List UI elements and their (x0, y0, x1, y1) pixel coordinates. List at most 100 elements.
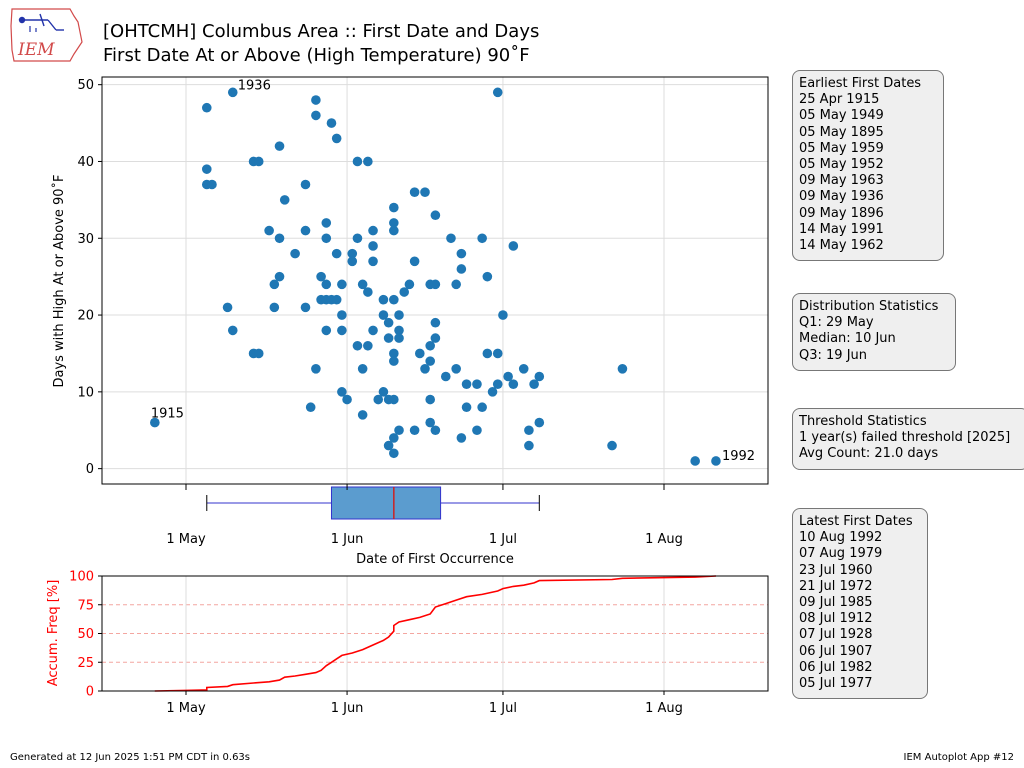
threshold-item: Avg Count: 21.0 days (799, 446, 939, 462)
scatter-point (389, 356, 399, 366)
scatter-point (446, 233, 456, 244)
latest-item: 06 Jul 1982 (799, 659, 873, 675)
cdf-y-tick-label: 50 (77, 627, 94, 642)
scatter-point (321, 279, 332, 290)
distribution-stats-box: Distribution Statistics Q1: 29 May Median… (792, 293, 956, 371)
scatter-point (487, 387, 498, 397)
scatter-point (425, 394, 435, 405)
boxplot-x-tick-label: 1 Jul (489, 532, 517, 547)
earliest-dates-list: 25 Apr 1915 05 May 1949 05 May 1895 05 May … (799, 92, 937, 254)
logo-text: IEM (17, 40, 55, 60)
earliest-item: 14 May 1962 (799, 238, 884, 254)
scatter-point (347, 248, 358, 259)
scatter-point (508, 379, 519, 389)
scatter-point (389, 218, 399, 228)
scatter-point (253, 156, 264, 167)
scatter-point (227, 87, 238, 98)
scatter-y-tick-label: 40 (77, 155, 94, 170)
scatter-point (337, 325, 347, 336)
scatter-point (274, 271, 285, 282)
cdf-y-tick-label: 0 (86, 685, 94, 700)
iem-logo: IEM (10, 8, 83, 62)
distribution-stats-title: Distribution Statistics (799, 299, 939, 314)
scatter-point (456, 248, 467, 259)
scatter-point (607, 440, 617, 451)
scatter-point (524, 440, 534, 451)
latest-item: 07 Aug 1979 (799, 546, 883, 562)
scatter-point (456, 264, 467, 274)
scatter-point (207, 179, 217, 190)
scatter-y-axis-label: Days with High At or Above 90˚F (51, 174, 67, 387)
scatter-point (404, 279, 415, 290)
scatter-point (363, 156, 373, 167)
distribution-item: Q1: 29 May (799, 315, 874, 331)
scatter-point (368, 256, 378, 267)
scatter-point (150, 417, 160, 428)
latest-item: 09 Jul 1985 (799, 595, 873, 611)
earliest-item: 05 May 1959 (799, 140, 884, 156)
scatter-point (690, 456, 700, 466)
scatter-point (378, 310, 389, 320)
cdf-y-tick-label: 75 (77, 598, 94, 613)
scatter-point (461, 379, 472, 389)
scatter-point (357, 364, 368, 374)
latest-item: 08 Jul 1912 (799, 611, 873, 627)
scatter-point (201, 164, 212, 174)
scatter-point (274, 233, 285, 244)
boxplot-x-tick-label: 1 Aug (645, 532, 683, 547)
scatter-point (617, 364, 628, 374)
latest-item: 07 Jul 1928 (799, 627, 873, 643)
scatter-point (363, 287, 373, 297)
scatter-point (529, 379, 539, 389)
boxplot (206, 486, 540, 520)
scatter-point (399, 287, 410, 297)
latest-item: 10 Aug 1992 (799, 530, 883, 546)
boxplot-x-tick-label: 1 Jun (331, 532, 364, 547)
scatter-point (430, 210, 441, 221)
earliest-item: 09 May 1963 (799, 173, 884, 189)
scatter-point (534, 371, 545, 382)
scatter-point (352, 156, 363, 167)
scatter-point (451, 279, 461, 290)
latest-item: 06 Jul 1907 (799, 643, 873, 659)
cdf-y-tick-label: 100 (69, 570, 94, 585)
scatter-y-tick-label: 10 (77, 385, 94, 400)
scatter-point (274, 141, 285, 151)
earliest-item: 09 May 1896 (799, 205, 884, 221)
scatter-point (389, 294, 399, 305)
scatter-point (389, 433, 399, 443)
scatter-point (503, 371, 513, 382)
scatter-point (300, 302, 311, 313)
scatter-point (311, 95, 321, 105)
distribution-item: Q3: 19 Jun (799, 347, 868, 363)
earliest-dates-title: Earliest First Dates (799, 76, 922, 91)
cdf-y-axis-label: Accum. Freq [%] (46, 580, 61, 687)
scatter-point (518, 364, 529, 374)
scatter-point (430, 317, 441, 328)
scatter-point (472, 425, 482, 436)
scatter-point (300, 225, 311, 236)
scatter-annotations: 1915 1936 1992 (151, 78, 755, 464)
scatter-point (409, 256, 420, 267)
scatter-point (321, 233, 332, 244)
scatter-annotation: 1936 (238, 78, 271, 93)
scatter-point (347, 256, 358, 267)
scatter-point (373, 394, 384, 405)
scatter-point (456, 433, 467, 443)
scatter-plot-frame (101, 76, 769, 485)
earliest-item: 05 May 1949 (799, 108, 884, 124)
scatter-point (498, 310, 508, 320)
scatter-point (430, 425, 441, 436)
scatter-point (420, 364, 430, 374)
latest-dates-box: Latest First Dates 10 Aug 1992 07 Aug 197… (792, 508, 928, 700)
chart-title: [OHTCMH] Columbus Area :: First Date and… (103, 21, 540, 42)
earliest-item: 05 May 1895 (799, 124, 884, 140)
threshold-stats-list: 1 year(s) failed threshold [2025] Avg Cou… (799, 430, 1022, 462)
scatter-point (352, 233, 363, 244)
scatter-point (227, 325, 238, 336)
scatter-point (440, 371, 451, 382)
scatter-point (269, 279, 280, 290)
cdf-x-tick-label: 1 Aug (645, 701, 683, 716)
latest-dates-list: 10 Aug 1992 07 Aug 1979 23 Jul 1960 21 Jul … (799, 530, 921, 692)
boxplot-x-ticks: 1 May 1 Jun 1 Jul 1 Aug (166, 484, 683, 547)
